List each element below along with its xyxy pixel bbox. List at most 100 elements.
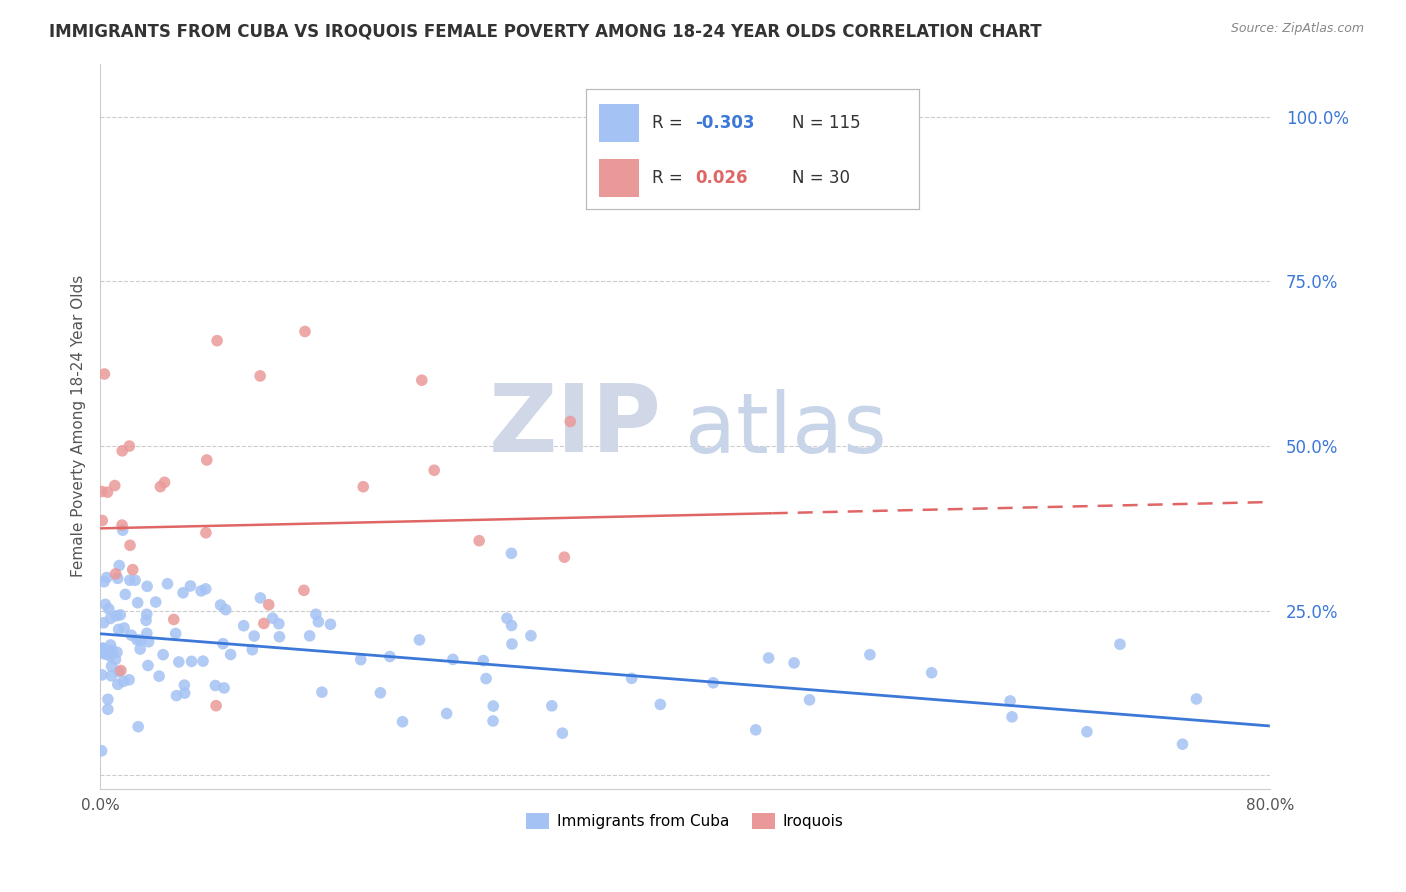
Point bbox=[501, 618, 523, 632]
Point bbox=[90, 668, 112, 682]
Point bbox=[205, 334, 228, 348]
Point bbox=[165, 626, 187, 640]
Point bbox=[153, 475, 176, 490]
Point bbox=[91, 641, 114, 656]
Point bbox=[194, 525, 217, 540]
Point bbox=[104, 566, 127, 581]
Point bbox=[94, 598, 117, 612]
Point bbox=[120, 628, 142, 642]
Point bbox=[135, 626, 157, 640]
Point bbox=[104, 652, 127, 666]
Point bbox=[100, 659, 122, 673]
Point bbox=[121, 563, 143, 577]
Text: atlas: atlas bbox=[685, 390, 887, 470]
Point bbox=[482, 699, 505, 714]
Point bbox=[1185, 692, 1208, 706]
Point bbox=[107, 665, 129, 679]
Point bbox=[135, 607, 157, 622]
Point bbox=[292, 583, 315, 598]
Point bbox=[96, 485, 118, 500]
Point bbox=[135, 613, 157, 627]
Point bbox=[136, 579, 159, 593]
Point bbox=[540, 698, 562, 713]
Point bbox=[105, 608, 128, 623]
Point bbox=[172, 586, 194, 600]
Point bbox=[100, 611, 122, 625]
Point bbox=[307, 615, 329, 629]
Point bbox=[267, 616, 290, 631]
Point bbox=[118, 538, 141, 552]
Point bbox=[411, 373, 433, 387]
Point bbox=[100, 647, 122, 661]
Point bbox=[97, 602, 120, 616]
Point bbox=[745, 723, 768, 737]
Point bbox=[163, 612, 186, 626]
Point bbox=[110, 664, 132, 678]
Point bbox=[783, 656, 806, 670]
Point bbox=[560, 415, 582, 429]
Point bbox=[370, 686, 392, 700]
Point bbox=[107, 677, 129, 691]
Point bbox=[105, 645, 128, 659]
Text: Source: ZipAtlas.com: Source: ZipAtlas.com bbox=[1230, 22, 1364, 36]
Point bbox=[212, 681, 235, 695]
Point bbox=[249, 368, 271, 383]
Point bbox=[298, 629, 321, 643]
Point bbox=[551, 726, 574, 740]
Point bbox=[129, 632, 152, 647]
Point bbox=[520, 629, 543, 643]
Point bbox=[501, 637, 523, 651]
Point bbox=[152, 648, 174, 662]
Point bbox=[90, 744, 112, 758]
Point bbox=[319, 617, 342, 632]
Point bbox=[107, 623, 129, 637]
Point bbox=[212, 637, 235, 651]
Point bbox=[799, 693, 821, 707]
Point bbox=[921, 665, 943, 680]
Point bbox=[166, 689, 188, 703]
Point bbox=[423, 463, 446, 477]
Point bbox=[758, 651, 780, 665]
Point bbox=[475, 672, 498, 686]
Point bbox=[249, 591, 271, 605]
Point bbox=[482, 714, 505, 728]
Point bbox=[209, 598, 232, 612]
Point bbox=[173, 678, 195, 692]
Point bbox=[204, 679, 226, 693]
Point bbox=[195, 453, 218, 467]
Point bbox=[124, 574, 146, 588]
Point bbox=[1171, 737, 1194, 751]
Point bbox=[129, 642, 152, 657]
Point bbox=[243, 629, 266, 643]
Point bbox=[149, 480, 172, 494]
Point bbox=[167, 655, 190, 669]
Point bbox=[408, 632, 430, 647]
Point bbox=[391, 714, 413, 729]
Point bbox=[501, 546, 523, 560]
Point bbox=[257, 598, 280, 612]
Point bbox=[104, 478, 127, 492]
Point bbox=[111, 518, 134, 533]
Point bbox=[118, 673, 141, 687]
Point bbox=[125, 632, 148, 647]
Point bbox=[97, 692, 120, 706]
Point bbox=[496, 611, 519, 625]
Point bbox=[93, 574, 115, 589]
Text: IMMIGRANTS FROM CUBA VS IROQUOIS FEMALE POVERTY AMONG 18-24 YEAR OLDS CORRELATIO: IMMIGRANTS FROM CUBA VS IROQUOIS FEMALE … bbox=[49, 22, 1042, 40]
Point bbox=[136, 658, 159, 673]
Text: ZIP: ZIP bbox=[489, 380, 662, 472]
Point bbox=[91, 641, 114, 656]
Point bbox=[108, 558, 131, 573]
Point bbox=[156, 576, 179, 591]
Point bbox=[205, 698, 228, 713]
Point bbox=[702, 675, 724, 690]
Point bbox=[240, 642, 263, 657]
Point bbox=[96, 570, 118, 584]
Point bbox=[112, 674, 135, 689]
Point bbox=[101, 643, 124, 657]
Point bbox=[90, 484, 112, 499]
Point bbox=[190, 583, 212, 598]
Point bbox=[107, 571, 129, 585]
Point bbox=[111, 523, 134, 537]
Point bbox=[91, 646, 114, 660]
